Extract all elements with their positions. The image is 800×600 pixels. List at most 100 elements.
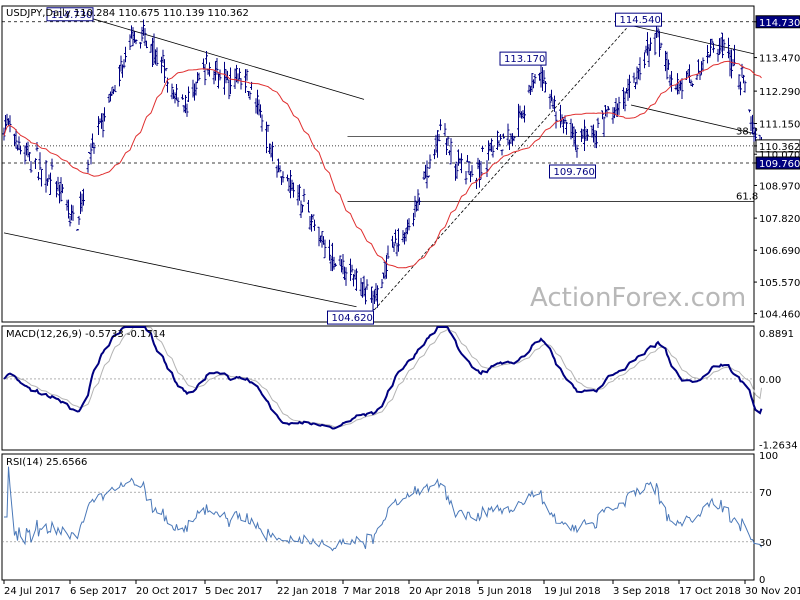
price-y-tick: 109.760 <box>754 156 800 170</box>
price-bar <box>89 143 93 165</box>
price-bar <box>259 104 262 118</box>
price-bar <box>596 117 600 128</box>
svg-text:113.170: 113.170 <box>504 54 545 65</box>
price-bar <box>565 121 568 135</box>
price-bar <box>628 74 631 98</box>
price-bar <box>754 128 757 142</box>
price-bar <box>601 110 604 120</box>
price-bar <box>748 109 751 113</box>
pivot-label-114.730: 114.730 <box>46 7 94 22</box>
price-bar <box>35 141 39 152</box>
price-bar <box>478 159 481 188</box>
price-bar <box>355 268 358 291</box>
rsi-y-tick: 0 <box>759 575 765 586</box>
price-bar <box>203 64 207 86</box>
price-bar <box>737 74 741 90</box>
price-bar <box>229 67 232 95</box>
price-bar <box>706 45 709 64</box>
rsi-layer <box>2 466 762 552</box>
price-bar <box>739 81 742 96</box>
price-bar <box>485 160 489 177</box>
price-bar <box>670 70 673 92</box>
price-bar <box>281 171 285 183</box>
pivot-label-113.170: 113.170 <box>499 51 547 66</box>
price-bar <box>412 212 415 227</box>
price-bar <box>265 121 268 154</box>
price-bar <box>392 241 396 252</box>
svg-text:110.070: 110.070 <box>759 150 800 161</box>
price-bar <box>436 130 439 158</box>
price-bar <box>443 123 447 137</box>
price-bar <box>68 215 72 227</box>
x-tick-label: 20 Oct 2017 <box>136 586 198 597</box>
price-bar <box>301 204 304 213</box>
price-bar <box>344 267 348 286</box>
price-bar <box>86 159 90 173</box>
price-bar <box>533 74 537 84</box>
price-bar <box>607 106 610 111</box>
x-tick-label: 6 Sep 2017 <box>70 586 127 597</box>
price-bar <box>175 84 178 100</box>
price-bar <box>418 197 421 206</box>
price-bar <box>194 81 198 96</box>
price-bar <box>181 94 184 100</box>
price-y-tick: 104.460 <box>754 310 800 321</box>
price-bar <box>586 128 589 141</box>
price-bar <box>163 59 166 83</box>
price-bar <box>721 32 724 59</box>
price-bar <box>523 105 526 123</box>
price-bar <box>155 47 159 67</box>
price-bar <box>445 138 448 155</box>
price-bar <box>617 96 621 115</box>
price-bar <box>256 89 259 115</box>
x-tick-label: 19 Jul 2018 <box>544 586 601 597</box>
price-bar <box>491 145 495 158</box>
price-bar <box>341 254 345 275</box>
price-bar <box>709 38 712 57</box>
svg-text:109.760: 109.760 <box>554 167 595 178</box>
price-bar <box>544 80 547 93</box>
price-bar <box>530 73 534 93</box>
price-bar <box>500 149 504 156</box>
price-bar <box>239 78 243 90</box>
price-bar <box>299 200 303 219</box>
x-tick-label: 24 Jul 2017 <box>4 586 61 597</box>
svg-text:106.690: 106.690 <box>759 246 800 257</box>
price-bar <box>467 160 471 175</box>
macd-title: MACD(12,26,9) -0.5733 -0.1714 <box>6 329 166 340</box>
price-bar <box>446 136 450 147</box>
lower-channel-line <box>3 232 357 308</box>
price-bar <box>718 38 721 55</box>
price-bar <box>76 229 79 231</box>
price-bar <box>302 188 306 202</box>
price-bar <box>49 172 52 195</box>
price-bar <box>394 229 397 244</box>
svg-text:109.760: 109.760 <box>759 159 800 170</box>
price-bar <box>496 130 499 151</box>
price-bar <box>730 49 733 79</box>
price-y-tick: 110.070 <box>754 150 800 161</box>
price-bar <box>307 200 310 213</box>
price-y-tick: 114.730 <box>754 15 800 29</box>
price-bar <box>97 116 100 136</box>
svg-text:104.620: 104.620 <box>332 313 373 324</box>
price-bar <box>623 91 627 112</box>
price-bar <box>667 59 670 70</box>
svg-text:112.290: 112.290 <box>759 87 800 98</box>
price-bar <box>439 119 442 131</box>
macd-panel <box>1 325 755 451</box>
price-bar <box>680 78 684 100</box>
svg-text:108.970: 108.970 <box>759 181 800 192</box>
price-bar <box>512 135 516 142</box>
price-bar <box>550 89 553 102</box>
pivot-label-114.540: 114.540 <box>615 12 662 27</box>
price-bar <box>124 46 127 63</box>
price-bar <box>143 28 147 46</box>
price-bar <box>658 30 661 57</box>
price-bar <box>311 214 315 220</box>
price-bar <box>742 74 745 84</box>
price-bar <box>365 279 369 290</box>
price-bar <box>464 170 468 185</box>
price-bar <box>40 168 43 187</box>
x-tick-label: 5 Dec 2017 <box>205 586 263 597</box>
